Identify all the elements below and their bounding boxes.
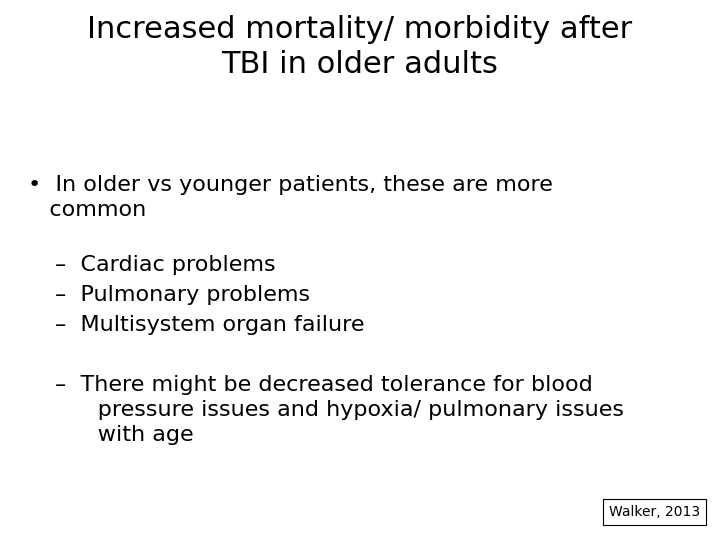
Text: –  Multisystem organ failure: – Multisystem organ failure <box>55 315 364 335</box>
Text: •  In older vs younger patients, these are more
   common: • In older vs younger patients, these ar… <box>28 175 553 220</box>
Text: –  Pulmonary problems: – Pulmonary problems <box>55 285 310 305</box>
Text: Walker, 2013: Walker, 2013 <box>609 505 700 519</box>
Text: –  There might be decreased tolerance for blood
      pressure issues and hypoxi: – There might be decreased tolerance for… <box>55 375 624 444</box>
Text: –  Cardiac problems: – Cardiac problems <box>55 255 276 275</box>
Text: Increased mortality/ morbidity after
TBI in older adults: Increased mortality/ morbidity after TBI… <box>87 15 633 79</box>
